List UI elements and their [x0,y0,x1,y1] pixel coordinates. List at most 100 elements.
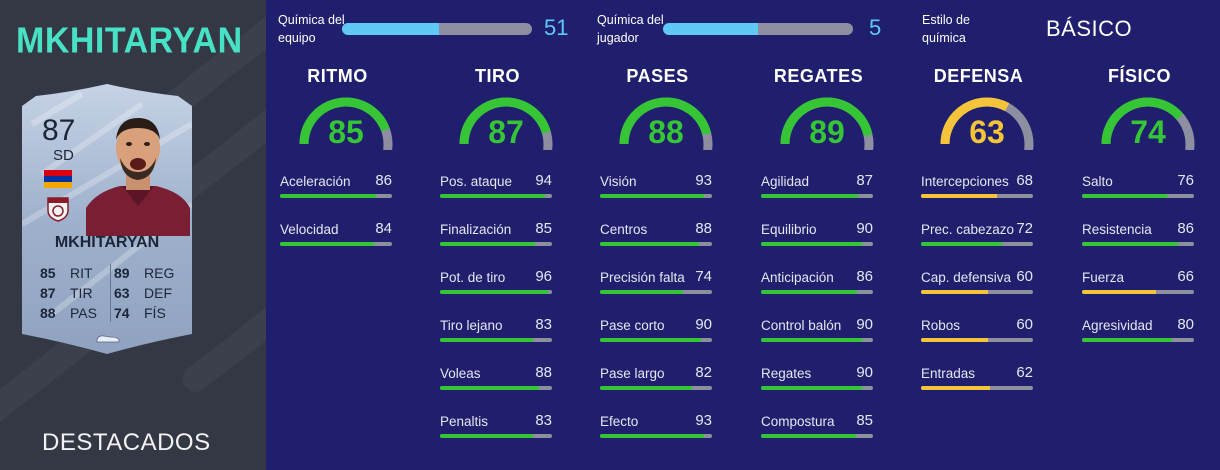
category-gauge [780,97,874,150]
stat-bar [600,290,712,294]
stat-row: Pot. de tiro 96 [440,268,555,300]
stat-value: 93 [695,412,712,429]
stat-name: Equilibrio [761,222,817,237]
stat-row: Pase largo 82 [600,364,715,396]
team-chemistry-bar-fill [342,23,439,35]
player-chemistry-bar-fill [663,23,758,35]
stat-bar-fill [280,194,377,198]
stat-bar [600,242,712,246]
gauge-fill [940,97,1010,145]
stat-bar-fill [761,194,859,198]
stat-row: Resistencia 86 [1082,220,1197,252]
stat-bar-fill [600,290,683,294]
stat-value: 96 [535,268,552,285]
stat-name: Anticipación [761,270,834,285]
player-card[interactable]: 87 SD MKHITARYAN 85 RIT 8 [22,84,192,354]
stat-value: 82 [695,364,712,381]
stat-row: Tiro lejano 83 [440,316,555,348]
stat-row: Control balón 90 [761,316,876,348]
stat-name: Velocidad [280,222,339,237]
stat-name: Finalización [440,222,512,237]
stat-value: 94 [535,172,552,189]
stat-row: Anticipación 86 [761,268,876,300]
stat-row: Pase corto 90 [600,316,715,348]
stat-value: 88 [695,220,712,237]
stat-bar [280,194,392,198]
team-chemistry-value: 51 [544,15,569,40]
stat-value: 74 [695,268,712,285]
stat-value: 76 [1177,172,1194,189]
gauge-fill [619,97,712,145]
category-title: REGATES [773,66,864,86]
stat-bar-fill [600,242,699,246]
stat-name: Visión [600,174,637,189]
stat-name: Pase largo [600,366,665,381]
stat-bar-fill [921,290,989,294]
stat-name: Centros [600,222,648,237]
chemistry-style-value[interactable]: BÁSICO [1046,16,1133,41]
stat-row: Fuerza 66 [1082,268,1197,300]
card-stat-value: 85 [40,265,56,281]
stat-value: 86 [856,268,873,285]
stat-row: Velocidad 84 [280,220,395,252]
stat-bar-fill [921,242,1002,246]
stat-value: 88 [535,364,552,381]
stat-name: Tiro lejano [440,318,503,333]
gauge-fill [1101,97,1184,145]
stat-row: Voleas 88 [440,364,555,396]
stat-name: Pot. de tiro [440,270,506,285]
team-chemistry-label: Química del equipo [278,11,345,47]
stat-bar [440,290,552,294]
stat-name: Pos. ataque [440,174,513,189]
player-chemistry-label-line2: jugador [597,31,639,45]
stat-name: Entradas [921,366,976,381]
category-gauge [459,97,553,150]
stat-bar [600,434,712,438]
stat-bar-fill [921,386,991,390]
stat-name: Agresividad [1082,318,1153,333]
stat-name: Efecto [600,414,639,429]
stat-bar-fill [761,242,862,246]
category-title: PASES [626,66,689,86]
stat-name: Agilidad [761,174,810,189]
card-stat-value: 89 [114,265,130,281]
stat-row: Agilidad 87 [761,172,876,204]
stat-bar [600,338,712,342]
stat-bar [1082,242,1194,246]
stat-bar-fill [600,338,701,342]
stat-bar [280,242,392,246]
category-value: 89 [809,114,845,150]
stat-bar [440,242,552,246]
stat-bar [921,290,1033,294]
stat-bar-fill [440,434,533,438]
stat-name: Voleas [440,366,481,381]
stat-name: Robos [921,318,961,333]
player-photo [86,118,190,236]
stat-name: Compostura [761,414,835,429]
stat-value: 90 [856,316,873,333]
category-value: 85 [328,114,364,150]
player-panel: MKHITARYAN 87 SD [0,0,266,470]
card-stat-value: 74 [114,305,130,321]
stat-row: Agresividad 80 [1082,316,1197,348]
card-stat-value: 63 [114,285,130,301]
stat-bar [440,434,552,438]
stat-bar [921,242,1033,246]
stat-value: 90 [856,220,873,237]
stat-name: Aceleración [280,174,351,189]
stat-row: Cap. defensiva 60 [921,268,1036,300]
chemistry-style-label-line1: Estilo de [922,13,970,27]
stat-bar [761,242,873,246]
stat-value: 62 [1016,364,1033,381]
stat-name: Prec. cabezazo [921,222,1015,237]
stat-bar [1082,194,1194,198]
stat-row: Pos. ataque 94 [440,172,555,204]
stat-name: Cap. defensiva [921,270,1012,285]
stat-value: 60 [1016,268,1033,285]
category-title: TIRO [475,66,520,86]
stat-bar [440,194,552,198]
stat-bar-fill [440,290,548,294]
stat-bar [921,338,1033,342]
player-chemistry-label: Química del jugador [597,11,664,47]
category-value: 88 [648,114,684,150]
